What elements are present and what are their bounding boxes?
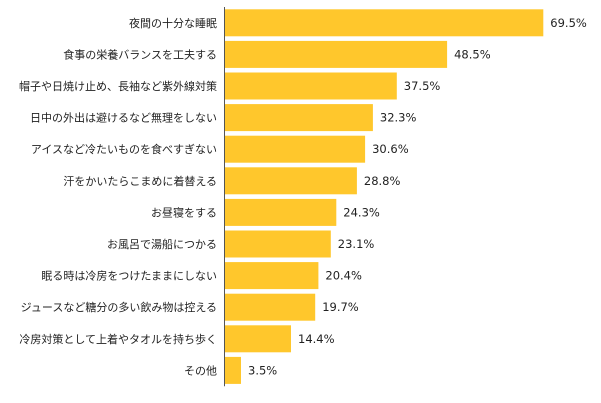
category-label: ジュースなど糖分の多い飲み物は控える [21,300,217,314]
value-label: 3.5% [248,363,277,377]
value-label: 20.4% [325,269,362,283]
category-label: 帽子や日焼け止め、長袖など紫外線対策 [19,79,217,93]
bar [225,167,357,195]
value-label: 69.5% [550,16,587,30]
bar [225,104,373,132]
value-label: 23.1% [338,237,375,251]
bar [225,9,544,37]
value-label: 28.8% [364,174,401,188]
value-label: 19.7% [322,300,359,314]
category-label: 冷房対策として上着やタオルを持ち歩く [19,332,217,346]
value-label: 37.5% [404,79,441,93]
bar [225,72,397,100]
category-label: 食事の栄養バランスを工夫する [63,47,217,61]
category-label: 日中の外出は避けるなど無理をしない [30,111,217,125]
category-label: 汗をかいたらこまめに着替える [63,174,217,188]
category-label: 夜間の十分な睡眠 [129,16,217,30]
bars-group [225,9,544,384]
category-label: その他 [184,364,217,377]
category-label: お風呂で湯船につかる [107,237,217,251]
category-label: 眠る時は冷房をつけたままにしない [41,270,217,283]
value-label: 48.5% [454,47,491,61]
bar [225,262,319,290]
bar [225,293,316,321]
bar [225,40,448,68]
category-label: アイスなど冷たいものを食べすぎない [31,142,217,156]
value-label: 32.3% [380,111,417,125]
bar [225,135,366,163]
value-label: 14.4% [298,332,335,346]
category-labels-group: 夜間の十分な睡眠食事の栄養バランスを工夫する帽子や日焼け止め、長袖など紫外線対策… [19,16,217,378]
value-labels-group: 69.5% 48.5% 37.5% 32.3% 30.6% 28.8% 24.3% 23.1%… [248,16,587,378]
bar [225,230,331,258]
value-label: 24.3% [343,205,380,219]
value-label: 30.6% [372,142,409,156]
bar [225,356,241,384]
bar [225,198,337,226]
category-label: お昼寝をする [151,205,217,219]
bar [225,325,291,353]
